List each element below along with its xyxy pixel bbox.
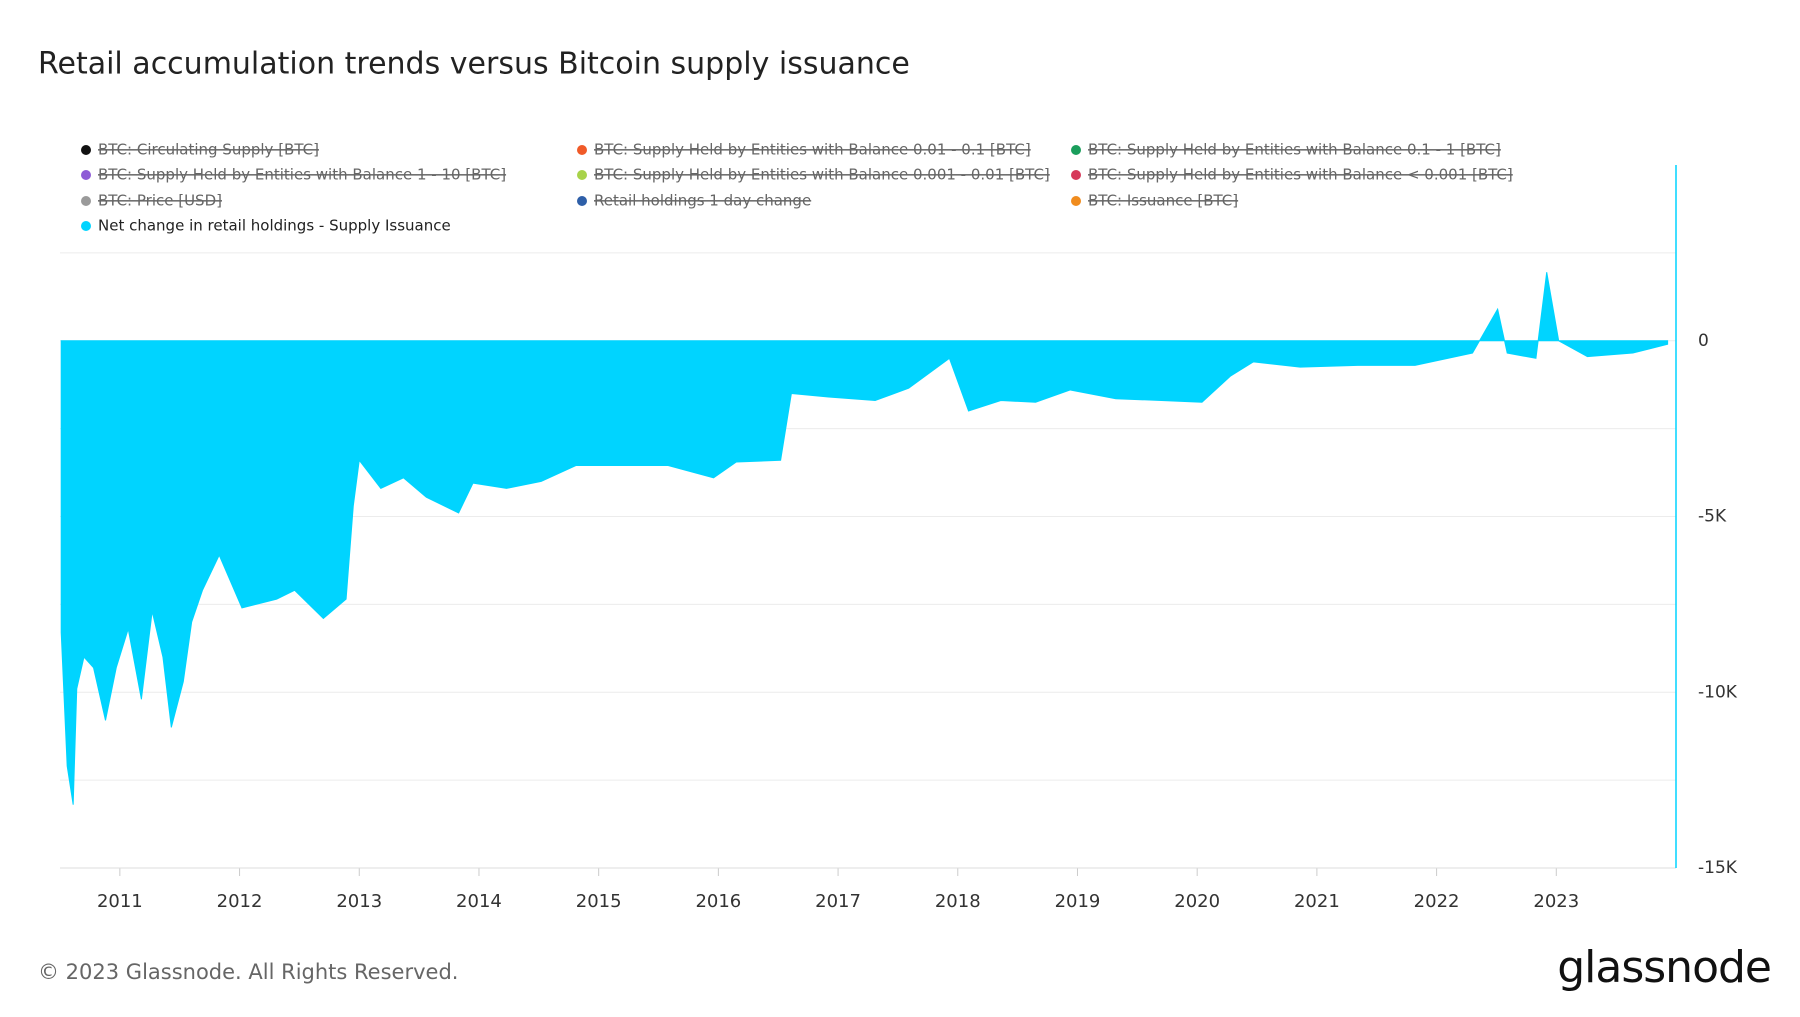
brand-logo: glassnode [1557, 942, 1771, 993]
legend-marker [577, 145, 587, 155]
x-tick-label: 2023 [1533, 891, 1579, 912]
x-tick-label: 2020 [1174, 891, 1220, 912]
y-tick-label: -10K [1698, 682, 1738, 702]
x-tick-label: 2022 [1414, 891, 1460, 912]
legend-label[interactable]: BTC: Circulating Supply [BTC] [98, 141, 319, 159]
legend-marker [81, 145, 91, 155]
y-tick-label: 0 [1698, 331, 1709, 351]
legend-marker [577, 170, 587, 180]
legend-label[interactable]: Retail holdings 1 day change [594, 192, 811, 210]
area [60, 272, 1669, 805]
x-tick-label: 2012 [217, 891, 263, 912]
x-tick-label: 2019 [1055, 891, 1101, 912]
x-tick-label: 2013 [336, 891, 382, 912]
legend-label[interactable]: BTC: Price [USD] [98, 192, 222, 210]
legend-label[interactable]: BTC: Supply Held by Entities with Balanc… [594, 141, 1031, 159]
x-tick-label: 2017 [815, 891, 861, 912]
legend-label[interactable]: BTC: Supply Held by Entities with Balanc… [1088, 141, 1501, 159]
legend-marker [81, 170, 91, 180]
legend-marker [1071, 145, 1081, 155]
x-tick-label: 2011 [97, 891, 143, 912]
legend-marker [81, 221, 91, 231]
x-tick-label: 2015 [576, 891, 622, 912]
legend-label[interactable]: BTC: Issuance [BTC] [1088, 192, 1238, 210]
legend-label[interactable]: BTC: Supply Held by Entities with Balanc… [1088, 166, 1513, 184]
x-tick-label: 2021 [1294, 891, 1340, 912]
legend-marker [81, 196, 91, 206]
y-tick-label: -15K [1698, 858, 1738, 878]
legend-label[interactable]: Net change in retail holdings - Supply I… [98, 217, 451, 235]
chart-title: Retail accumulation trends versus Bitcoi… [38, 47, 910, 82]
x-tick-label: 2018 [935, 891, 981, 912]
legend-marker [577, 196, 587, 206]
x-tick-label: 2016 [695, 891, 741, 912]
y-tick-label: -5K [1698, 507, 1727, 527]
x-tick-label: 2014 [456, 891, 502, 912]
legend-marker [1071, 196, 1081, 206]
legend-marker [1071, 170, 1081, 180]
footer: © 2023 Glassnode. All Rights Reserved. [38, 960, 458, 984]
legend-label[interactable]: BTC: Supply Held by Entities with Balanc… [594, 166, 1050, 184]
legend-label[interactable]: BTC: Supply Held by Entities with Balanc… [98, 166, 506, 184]
